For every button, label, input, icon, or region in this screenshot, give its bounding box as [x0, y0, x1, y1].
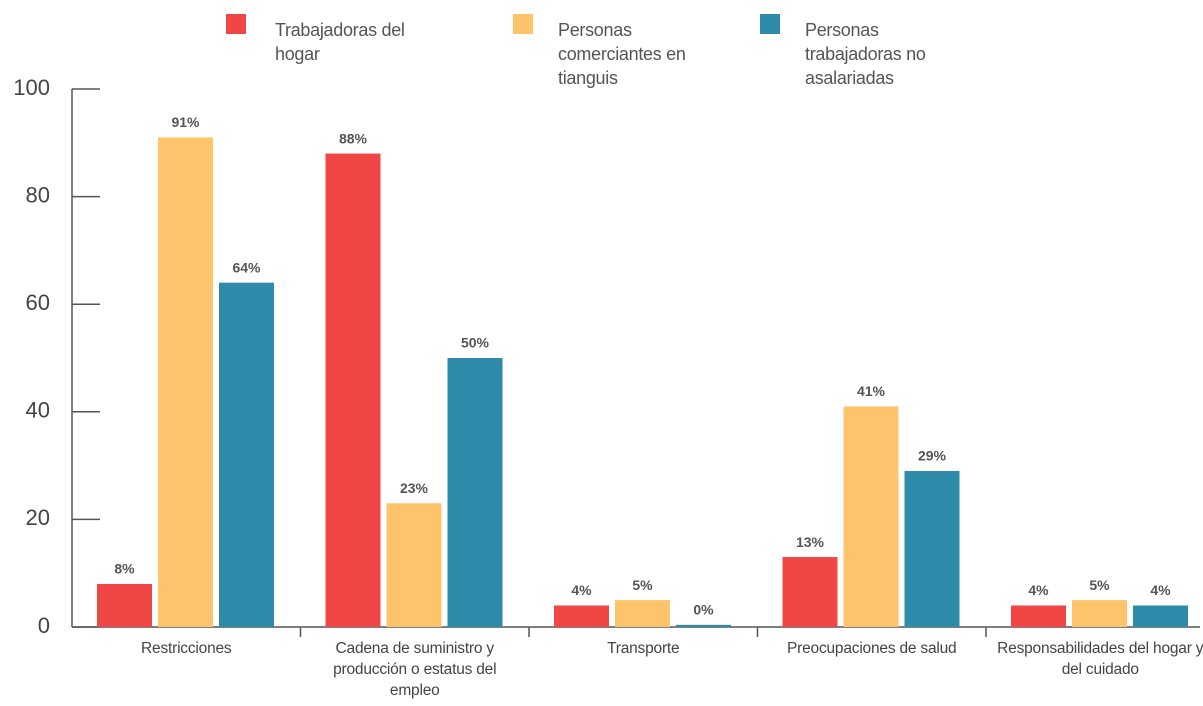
- y-tick-label: 20: [26, 505, 50, 530]
- x-tick-label: Preocupaciones de salud: [787, 640, 957, 657]
- bar: [97, 583, 152, 627]
- x-tick-label: Transporte: [607, 640, 680, 657]
- legend-swatch: [513, 14, 533, 34]
- legend-swatch: [760, 14, 780, 34]
- value-label: 0%: [693, 602, 714, 618]
- value-label: 64%: [232, 259, 261, 275]
- value-label: 4%: [1028, 582, 1049, 598]
- y-tick-label: 0: [38, 613, 50, 638]
- value-label: 23%: [400, 480, 429, 496]
- value-label: 4%: [571, 582, 592, 598]
- y-tick-label: 60: [26, 290, 50, 315]
- bar: [1011, 605, 1066, 627]
- bar: [676, 624, 731, 627]
- bar: [615, 600, 670, 627]
- value-label: 13%: [796, 534, 825, 550]
- bar: [1133, 605, 1188, 627]
- y-tick-label: 40: [26, 398, 50, 423]
- bar: [554, 605, 609, 627]
- value-label: 91%: [171, 114, 200, 130]
- y-tick-label: 80: [26, 182, 50, 207]
- value-label: 50%: [461, 335, 490, 351]
- y-tick-label: 100: [13, 75, 50, 100]
- value-label: 41%: [857, 383, 886, 399]
- x-tick-label: Cadena de suministro y producción o esta…: [333, 640, 497, 699]
- bar: [325, 153, 381, 627]
- value-label: 8%: [114, 561, 135, 577]
- value-label: 5%: [1089, 577, 1110, 593]
- bar: [904, 470, 960, 627]
- bar: [158, 137, 213, 628]
- value-label: 88%: [339, 130, 368, 146]
- x-tick-label: Restricciones: [141, 640, 232, 657]
- bar: [843, 406, 899, 627]
- bar: [447, 358, 503, 627]
- bar: [1072, 600, 1127, 627]
- legend-label: Personas trabajadoras no asalariadas: [805, 20, 926, 88]
- legend-label: Personas comerciantes en tianguis: [558, 20, 686, 88]
- bar: [219, 282, 274, 627]
- value-label: 4%: [1150, 582, 1171, 598]
- value-label: 5%: [632, 577, 653, 593]
- value-label: 29%: [918, 448, 947, 464]
- legend-label: Trabajadoras del hogar: [275, 20, 405, 64]
- x-tick-label: Responsabilidades del hogar y del cuidad…: [997, 640, 1203, 678]
- legend-swatch: [226, 14, 246, 34]
- bar: [782, 557, 838, 627]
- bar: [386, 503, 442, 627]
